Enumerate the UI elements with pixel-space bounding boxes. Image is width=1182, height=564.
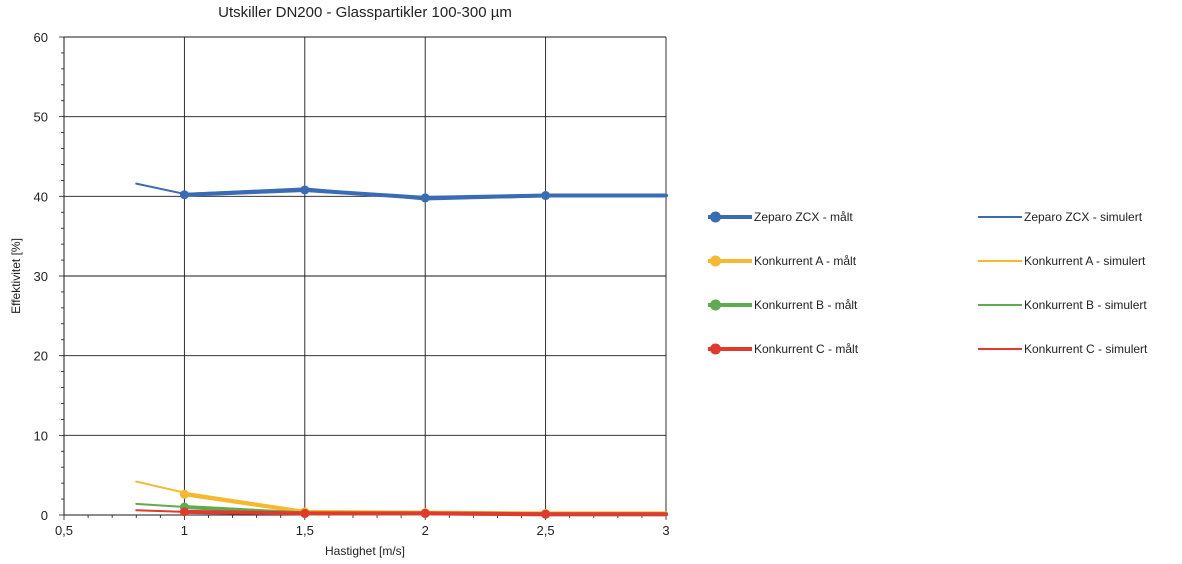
- legend-swatch: [708, 208, 752, 226]
- data-point-zeparo-zcx-malt: [179, 190, 189, 200]
- legend-swatch: [978, 252, 1022, 270]
- legend-label: Konkurrent B - simulert: [1024, 298, 1147, 312]
- data-point-konkurrent-c-malt: [420, 508, 430, 518]
- y-tick-label: 30: [34, 269, 48, 284]
- legend-label: Konkurrent A - målt: [754, 254, 857, 268]
- x-tick-label: 1: [181, 523, 188, 538]
- legend-label: Konkurrent B - målt: [754, 298, 858, 312]
- chart-title: Utskiller DN200 - Glasspartikler 100-300…: [218, 4, 512, 21]
- data-point-zeparo-zcx-malt: [541, 191, 551, 201]
- legend-label: Zeparo ZCX - simulert: [1024, 210, 1143, 224]
- x-axis-label: Hastighet [m/s]: [324, 544, 406, 558]
- x-tick-label: 2,5: [537, 523, 555, 538]
- legend-swatch: [708, 252, 752, 270]
- legend-item-konkurrent-b-simulert: Konkurrent B - simulert: [978, 296, 1147, 314]
- legend-label: Konkurrent C - simulert: [1024, 342, 1148, 356]
- data-point-konkurrent-c-malt: [300, 508, 310, 518]
- y-tick-label: 10: [34, 428, 48, 443]
- legend-swatch: [978, 208, 1022, 226]
- legend-item-konkurrent-c-malt: Konkurrent C - målt: [708, 340, 858, 358]
- data-point-konkurrent-c-malt: [541, 509, 551, 519]
- y-tick-label: 60: [34, 30, 48, 45]
- y-tick-label: 0: [41, 508, 48, 523]
- x-tick-label: 0,5: [55, 523, 73, 538]
- legend-item-konkurrent-c-simulert: Konkurrent C - simulert: [978, 340, 1147, 358]
- legend-swatch: [708, 340, 752, 358]
- x-tick-label: 3: [662, 523, 669, 538]
- legend-swatch: [978, 296, 1022, 314]
- x-tick-label: 2: [422, 523, 429, 538]
- data-point-konkurrent-a-malt: [179, 489, 189, 499]
- legend-item-zeparo-zcx-simulert: Zeparo ZCX - simulert: [978, 208, 1142, 226]
- legend-swatch: [708, 296, 752, 314]
- legend-item-konkurrent-a-malt: Konkurrent A - målt: [708, 252, 856, 270]
- legend-item-konkurrent-a-simulert: Konkurrent A - simulert: [978, 252, 1145, 270]
- legend-label: Konkurrent C - målt: [754, 342, 859, 356]
- legend-label: Konkurrent A - simulert: [1024, 254, 1146, 268]
- y-tick-label: 40: [34, 189, 48, 204]
- data-point-zeparo-zcx-malt: [420, 193, 430, 203]
- y-tick-label: 20: [34, 349, 48, 364]
- y-tick-label: 50: [34, 110, 48, 125]
- legend-item-konkurrent-b-malt: Konkurrent B - målt: [708, 296, 857, 314]
- data-point-konkurrent-c-malt: [179, 507, 189, 517]
- legend-swatch: [978, 340, 1022, 358]
- data-point-zeparo-zcx-malt: [300, 185, 310, 195]
- legend-item-zeparo-zcx-malt: Zeparo ZCX - målt: [708, 208, 853, 226]
- legend-label: Zeparo ZCX - målt: [754, 210, 853, 224]
- x-tick-label: 1,5: [296, 523, 314, 538]
